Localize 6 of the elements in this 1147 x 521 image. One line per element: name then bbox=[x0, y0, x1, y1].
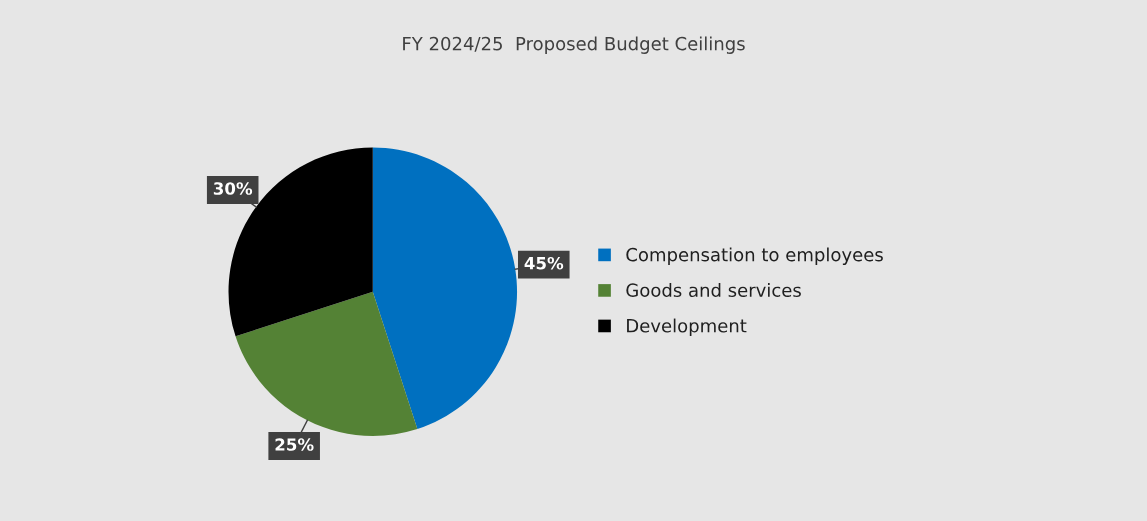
data-label: 30% bbox=[213, 182, 253, 195]
data-label: 25% bbox=[275, 438, 314, 451]
legend-label: Compensation to employees bbox=[626, 247, 883, 265]
chart-title: FY 2024/25 Proposed Budget Ceilings bbox=[403, 36, 745, 54]
legend-label: Goods and services bbox=[626, 283, 801, 297]
legend-label: Development bbox=[627, 318, 747, 337]
